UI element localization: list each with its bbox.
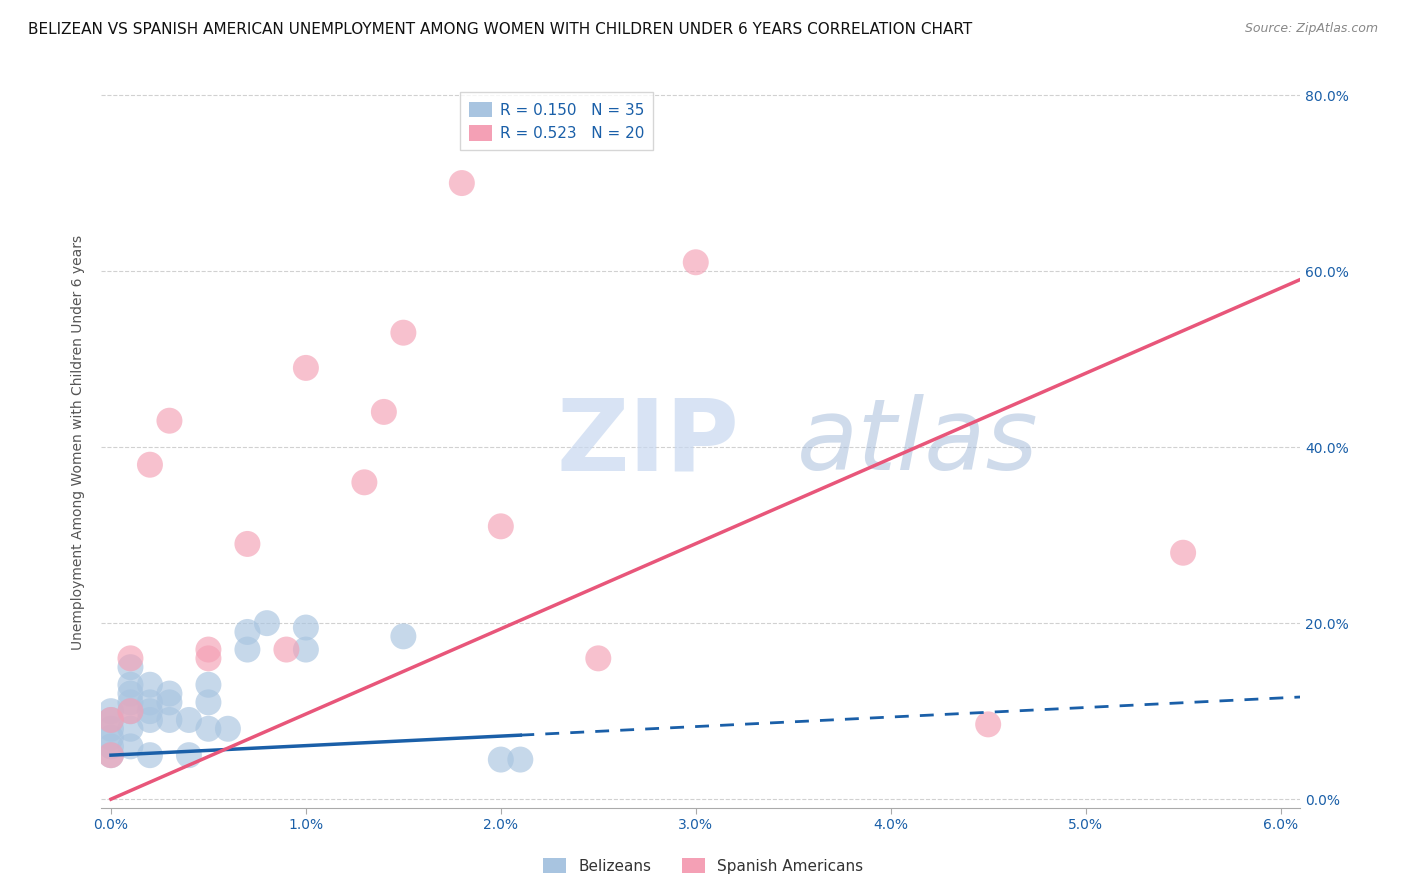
Point xyxy=(197,695,219,709)
Point xyxy=(295,360,318,375)
Y-axis label: Unemployment Among Women with Children Under 6 years: Unemployment Among Women with Children U… xyxy=(72,235,86,650)
Point xyxy=(197,678,219,692)
Point xyxy=(197,651,219,665)
Text: ZIP: ZIP xyxy=(557,394,740,491)
Point xyxy=(450,176,472,190)
Point xyxy=(139,704,162,718)
Point xyxy=(120,704,142,718)
Point xyxy=(159,695,181,709)
Point xyxy=(236,537,259,551)
Point xyxy=(295,621,318,635)
Point xyxy=(100,722,122,736)
Point xyxy=(100,704,122,718)
Point xyxy=(197,722,219,736)
Point xyxy=(159,414,181,428)
Point xyxy=(139,458,162,472)
Legend: R = 0.150   N = 35, R = 0.523   N = 20: R = 0.150 N = 35, R = 0.523 N = 20 xyxy=(460,93,654,151)
Point xyxy=(120,660,142,674)
Point xyxy=(256,616,278,631)
Point xyxy=(236,624,259,639)
Point xyxy=(236,642,259,657)
Point xyxy=(217,722,239,736)
Point xyxy=(139,695,162,709)
Point xyxy=(120,722,142,736)
Point xyxy=(120,695,142,709)
Point xyxy=(120,687,142,701)
Point xyxy=(276,642,298,657)
Point xyxy=(373,405,395,419)
Text: Source: ZipAtlas.com: Source: ZipAtlas.com xyxy=(1244,22,1378,36)
Point xyxy=(685,255,707,269)
Point xyxy=(159,687,181,701)
Point xyxy=(177,748,200,763)
Point xyxy=(489,519,512,533)
Point xyxy=(177,713,200,727)
Point xyxy=(1171,546,1194,560)
Point xyxy=(100,713,122,727)
Point xyxy=(392,629,415,643)
Point xyxy=(159,713,181,727)
Point xyxy=(100,739,122,754)
Point xyxy=(139,713,162,727)
Point xyxy=(509,753,531,767)
Point xyxy=(977,717,1000,731)
Point xyxy=(120,704,142,718)
Point xyxy=(100,748,122,763)
Point xyxy=(489,753,512,767)
Legend: Belizeans, Spanish Americans: Belizeans, Spanish Americans xyxy=(537,852,869,880)
Point xyxy=(100,713,122,727)
Point xyxy=(100,731,122,745)
Point xyxy=(588,651,610,665)
Text: atlas: atlas xyxy=(797,394,1038,491)
Point xyxy=(120,739,142,754)
Point xyxy=(295,642,318,657)
Point xyxy=(100,748,122,763)
Point xyxy=(353,475,375,490)
Point xyxy=(120,651,142,665)
Text: BELIZEAN VS SPANISH AMERICAN UNEMPLOYMENT AMONG WOMEN WITH CHILDREN UNDER 6 YEAR: BELIZEAN VS SPANISH AMERICAN UNEMPLOYMEN… xyxy=(28,22,973,37)
Point xyxy=(197,642,219,657)
Point xyxy=(139,748,162,763)
Point xyxy=(139,678,162,692)
Point xyxy=(392,326,415,340)
Point xyxy=(120,678,142,692)
